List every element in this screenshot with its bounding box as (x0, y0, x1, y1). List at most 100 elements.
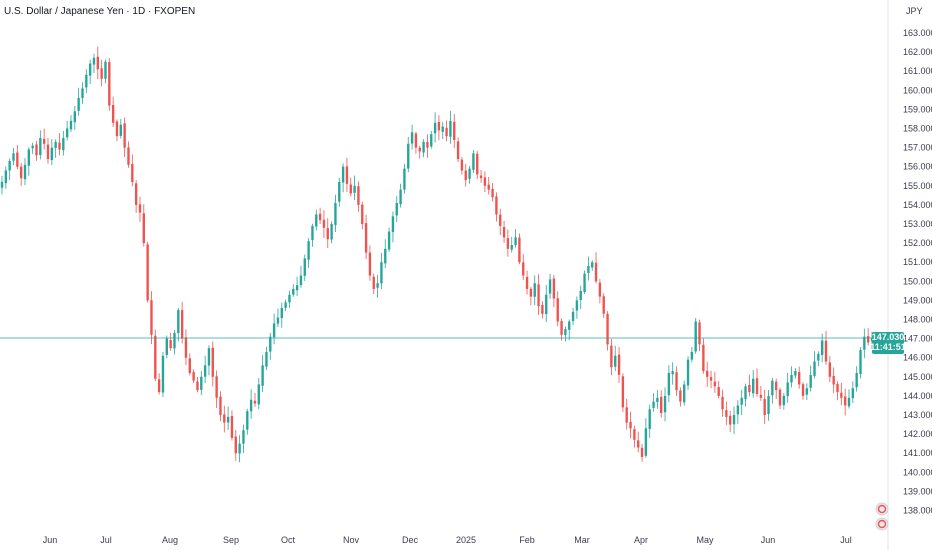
price-tick-label: 160.000 (903, 85, 932, 95)
time-tick-label: Oct (281, 535, 296, 545)
candle-body (188, 358, 191, 373)
candle-body (19, 166, 23, 179)
candle-body (111, 105, 115, 123)
candle-body (276, 317, 280, 324)
candle-body (537, 284, 540, 307)
candle-body (533, 283, 536, 297)
candle-body (483, 177, 487, 186)
candle-body (177, 309, 180, 334)
candle-body (774, 381, 778, 391)
price-tick-label: 159.000 (903, 104, 932, 114)
candle-body (610, 345, 613, 368)
symbol-title: U.S. Dollar / Japanese Yen · 1D · FXOPEN (4, 6, 195, 17)
candle-body (575, 300, 579, 311)
candle-body (433, 122, 437, 134)
candle-body (449, 120, 452, 137)
candle-body (763, 398, 766, 415)
candle-body (717, 387, 720, 396)
candle-body (510, 245, 513, 250)
candle-body (8, 160, 11, 171)
candle-body (606, 313, 609, 345)
candle-body (817, 353, 820, 361)
candle-body (491, 188, 494, 198)
candle-body (69, 120, 73, 130)
candle-body (840, 392, 843, 398)
price-tick-label: 161.000 (903, 66, 932, 76)
candle-body (744, 386, 747, 400)
candle-body (115, 121, 119, 137)
candle-body (506, 238, 510, 249)
candle-body (311, 225, 314, 241)
candle-body (771, 380, 774, 396)
candle-body (161, 355, 165, 393)
candle-body (629, 421, 632, 429)
candle-body (395, 202, 398, 216)
candle-body (361, 204, 364, 224)
candle-body (767, 395, 770, 415)
price-tick-label: 149.000 (903, 295, 932, 305)
candle-body (341, 166, 345, 183)
candle-body (652, 401, 655, 408)
candle-body (131, 163, 134, 182)
candle-body (303, 258, 306, 276)
price-axis[interactable]: 163.000 162.000 161.000 160.000 159.000 158.0… (903, 28, 932, 516)
candle-body (234, 436, 237, 454)
candle-body (184, 337, 188, 358)
candle-body (4, 170, 8, 184)
candle-body (824, 340, 828, 362)
candle-body (836, 383, 839, 393)
event-icon-1[interactable] (875, 502, 889, 516)
candle-body (759, 394, 763, 398)
candle-body (192, 371, 195, 381)
candle-body (376, 283, 379, 288)
candle-body (246, 411, 249, 430)
candle-body (368, 252, 372, 276)
candle-body (62, 138, 65, 151)
candle-body (272, 323, 276, 338)
currency-label: JPY (906, 6, 923, 16)
candle-body (851, 388, 855, 399)
candle-body (173, 332, 176, 349)
time-tick-label: Feb (519, 535, 535, 545)
candle-body (706, 370, 709, 377)
candle-body (640, 447, 644, 458)
price-tick-label: 140.000 (903, 467, 932, 477)
candle-body (598, 282, 602, 297)
candle-body (85, 75, 88, 88)
candle-body (805, 388, 809, 395)
candle-body (249, 399, 253, 412)
candle-body (215, 376, 218, 398)
candle-body (863, 336, 866, 350)
event-icon-2[interactable] (875, 517, 889, 531)
candle-body (322, 219, 326, 228)
candle-body (732, 415, 736, 425)
candle-body (847, 397, 851, 407)
candle-body (123, 123, 126, 148)
candle-body (752, 378, 755, 394)
candle-body (828, 362, 832, 377)
last-price-tag-background (872, 332, 904, 355)
candle-body (257, 384, 260, 405)
candle-body (104, 61, 107, 79)
candle-body (663, 395, 667, 413)
candle-body (196, 381, 199, 391)
candle-body (315, 214, 318, 227)
time-axis[interactable]: Jun Jul Aug Sep Oct Nov Dec 2025 Feb Mar Apr May Jun… (43, 535, 852, 545)
candle-body (284, 302, 287, 308)
candle-body (694, 321, 697, 352)
candle-body (357, 186, 360, 205)
candle-body (479, 175, 483, 179)
candle-body (138, 204, 142, 213)
candle-body (92, 57, 96, 65)
candle-body (602, 296, 605, 314)
candle-body (326, 228, 329, 240)
candle-body (384, 248, 387, 264)
candle-body (364, 223, 368, 253)
candle-body (207, 348, 211, 366)
candle-body (437, 122, 441, 131)
candle-body (169, 340, 172, 349)
candle-body (387, 231, 391, 250)
candle-body (334, 202, 337, 226)
time-tick-label: May (696, 535, 714, 545)
